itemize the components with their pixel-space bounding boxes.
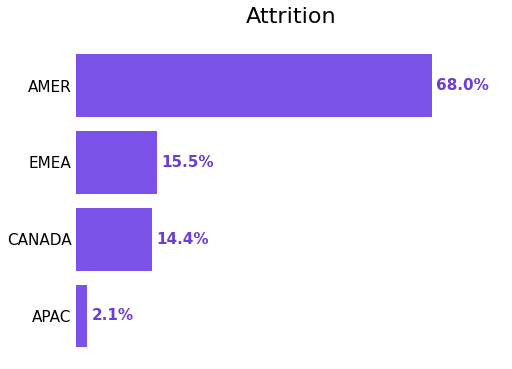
Text: 68.0%: 68.0% bbox=[436, 78, 489, 93]
Text: 14.4%: 14.4% bbox=[156, 232, 208, 247]
Text: 2.1%: 2.1% bbox=[92, 308, 134, 324]
Bar bbox=[76, 284, 88, 348]
Bar bbox=[76, 54, 432, 117]
Title: Attrition: Attrition bbox=[245, 7, 336, 27]
Bar bbox=[76, 208, 152, 271]
Text: 15.5%: 15.5% bbox=[162, 155, 214, 170]
Bar bbox=[76, 131, 158, 194]
